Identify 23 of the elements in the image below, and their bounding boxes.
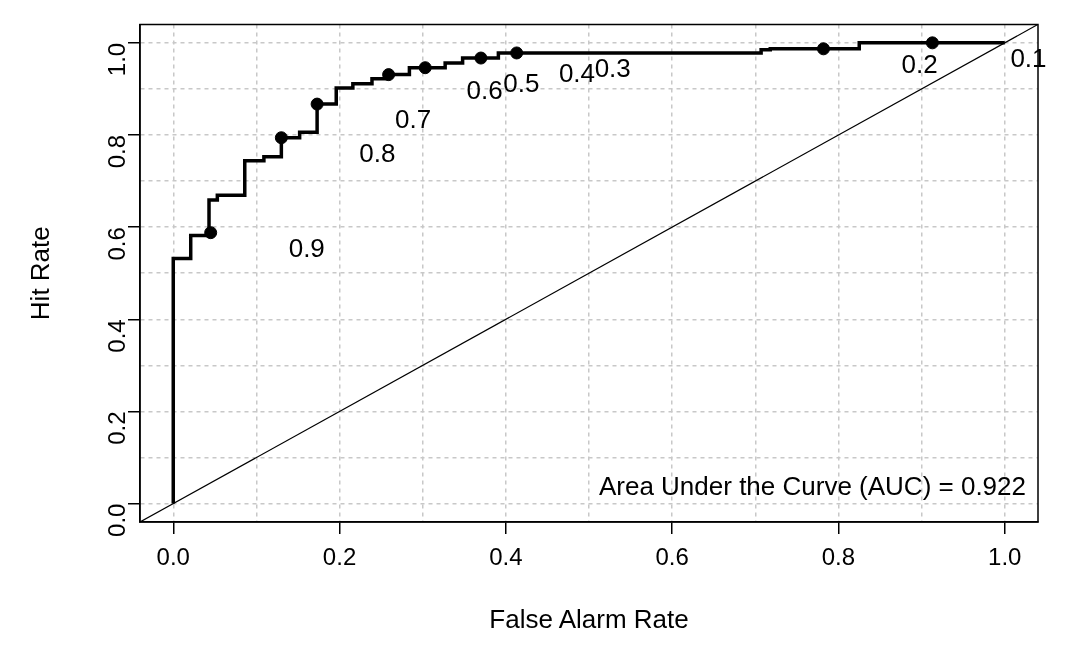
annotation: 0.2 (901, 48, 938, 79)
y-tick-label: 1.0 (102, 42, 130, 77)
x-tick-label: 0.8 (821, 543, 856, 571)
x-tick-label: 0.4 (489, 543, 523, 571)
annotation: Area Under the Curve (AUC) = 0.922 (598, 471, 1026, 502)
annotation: 0.8 (359, 137, 396, 168)
annotation: 0.3 (594, 53, 631, 84)
x-tick-label: 0.0 (156, 543, 190, 571)
x-tick-label: 0.6 (655, 543, 689, 571)
x-axis-title: False Alarm Rate (489, 603, 689, 634)
x-tick-label: 0.2 (322, 543, 357, 571)
x-tick-label: 1.0 (988, 543, 1022, 571)
annotation: 0.4 (558, 58, 596, 89)
y-tick-label: 0.0 (102, 503, 130, 537)
annotation: 0.6 (466, 74, 503, 105)
y-tick-label: 0.4 (102, 319, 130, 353)
y-tick-label: 0.8 (102, 134, 130, 169)
annotation: 0.9 (288, 232, 325, 263)
annotation: 0.5 (503, 67, 540, 98)
y-tick-label: 0.6 (102, 227, 130, 261)
annotation: 0.7 (395, 104, 432, 135)
y-tick-label: 0.2 (102, 411, 130, 445)
y-axis-title: Hit Rate (24, 226, 55, 321)
